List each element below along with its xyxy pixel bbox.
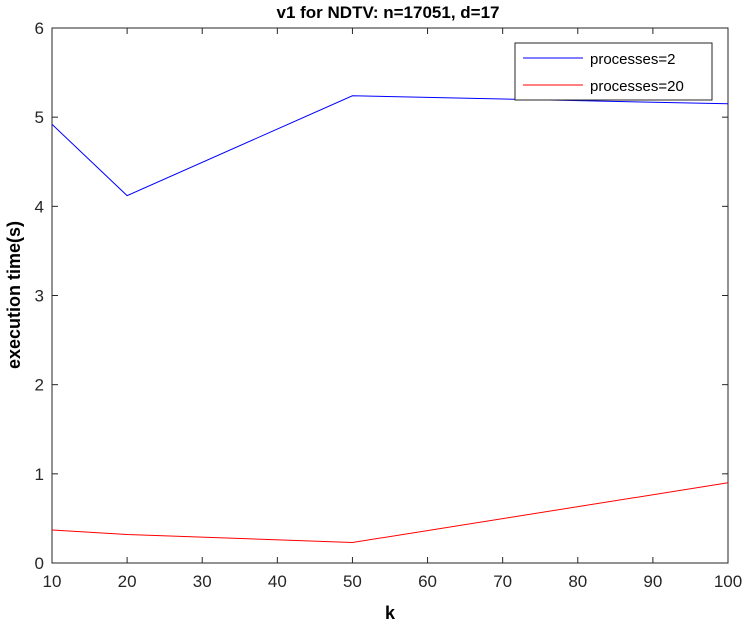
- chart-title: v1 for NDTV: n=17051, d=17: [277, 3, 500, 22]
- y-tick-label: 4: [35, 197, 44, 216]
- y-tick-label: 2: [35, 376, 44, 395]
- y-tick-label: 5: [35, 108, 44, 127]
- y-tick-label: 0: [35, 554, 44, 573]
- x-tick-label: 30: [193, 572, 212, 591]
- plot-area: [51, 27, 729, 564]
- y-axis-ticks: 0 1 2 3 4 5 6: [35, 19, 728, 573]
- legend: processes=2 processes=20: [514, 42, 713, 101]
- x-tick-label: 60: [418, 572, 437, 591]
- legend-box: [514, 42, 713, 101]
- legend-label-processes-20: processes=20: [590, 78, 684, 95]
- x-axis-ticks: 10 20 30 40 50 60 70 80 90 100: [43, 28, 742, 591]
- y-tick-label: 6: [35, 19, 44, 38]
- y-axis-label: execution time(s): [4, 221, 24, 369]
- series-line-processes-20: [51, 482, 729, 544]
- x-tick-label: 20: [118, 572, 137, 591]
- y-tick-label: 3: [35, 287, 44, 306]
- x-tick-label: 90: [643, 572, 662, 591]
- x-tick-label: 10: [43, 572, 62, 591]
- legend-label-processes-2: processes=2: [590, 51, 675, 68]
- x-tick-label: 70: [493, 572, 512, 591]
- x-axis-label: k: [385, 603, 396, 623]
- x-tick-label: 50: [343, 572, 362, 591]
- x-tick-label: 40: [268, 572, 287, 591]
- y-tick-label: 1: [35, 465, 44, 484]
- x-tick-label: 80: [568, 572, 587, 591]
- x-tick-label: 100: [714, 572, 742, 591]
